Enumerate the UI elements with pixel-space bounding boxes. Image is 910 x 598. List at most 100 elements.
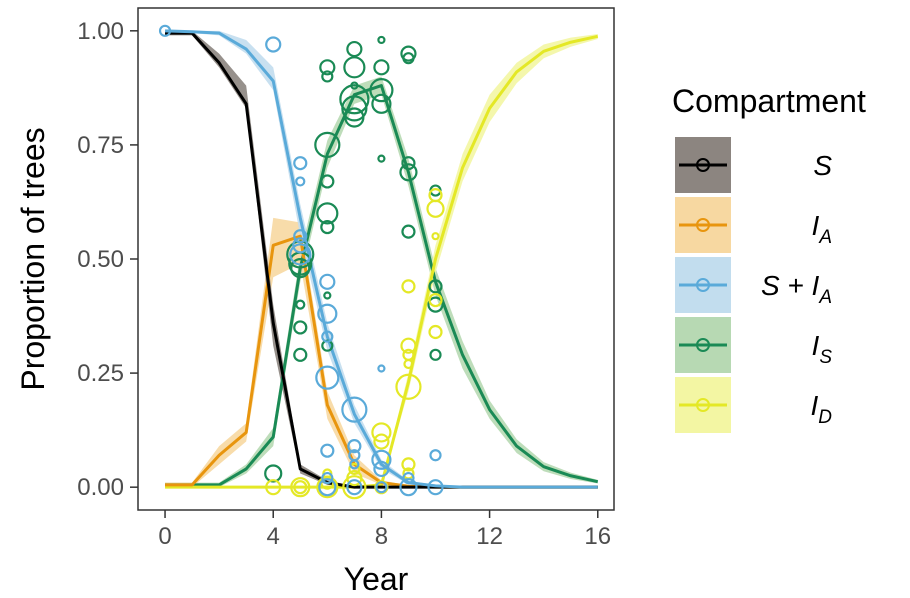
point-ID-14 bbox=[400, 337, 417, 354]
x-tick-label-12: 12 bbox=[476, 523, 503, 550]
point-IS-4 bbox=[295, 299, 306, 310]
point-IS-0 bbox=[264, 464, 283, 483]
point-ID-15 bbox=[402, 348, 415, 361]
point-SIA-24 bbox=[399, 478, 418, 497]
point-IS-29 bbox=[399, 163, 418, 182]
point-IS-23 bbox=[369, 78, 394, 103]
y-axis-title: Proportion of trees bbox=[15, 127, 51, 390]
legend-label-SIA: S + IA bbox=[761, 270, 832, 308]
legend-label-subscript-SIA: A bbox=[818, 287, 832, 308]
point-IS-10 bbox=[320, 174, 335, 189]
point-ID-17 bbox=[401, 457, 416, 472]
point-IS-3 bbox=[290, 258, 311, 279]
ribbon-S bbox=[165, 30, 598, 488]
legend-title: Compartment bbox=[672, 83, 866, 119]
point-ID-8 bbox=[348, 462, 361, 476]
line-IS bbox=[165, 84, 599, 487]
y-tick-label-0.50: 0.50 bbox=[77, 246, 124, 273]
point-IS-34 bbox=[429, 348, 442, 361]
point-IS-24 bbox=[371, 93, 392, 114]
y-tick-label-1.00: 1.00 bbox=[77, 18, 124, 45]
point-IS-6 bbox=[293, 347, 308, 362]
point-SIA-4 bbox=[293, 229, 308, 244]
point-IS-25 bbox=[377, 154, 386, 163]
point-SIA-8 bbox=[317, 303, 338, 324]
x-tick-label-16: 16 bbox=[584, 523, 611, 550]
point-SIA-3 bbox=[295, 176, 306, 187]
line-layer bbox=[164, 29, 599, 489]
x-tick-label-8: 8 bbox=[375, 523, 388, 550]
point-SIA-19 bbox=[377, 364, 386, 373]
legend-label-subscript-IS: S bbox=[819, 347, 832, 368]
point-SIA-7 bbox=[319, 273, 336, 290]
point-IS-5 bbox=[293, 320, 308, 335]
point-ID-13 bbox=[401, 279, 416, 294]
point-SIA-10 bbox=[315, 365, 340, 390]
y-tick-label-0.25: 0.25 bbox=[77, 360, 124, 387]
legend-key-point-IA bbox=[696, 218, 710, 232]
ribbon-layer bbox=[165, 30, 598, 488]
point-SIA-12 bbox=[321, 471, 334, 485]
point-IS-20 bbox=[350, 81, 359, 90]
point-IS-27 bbox=[402, 52, 415, 65]
point-ID-7 bbox=[346, 469, 363, 487]
legend-key-point-S bbox=[696, 158, 710, 172]
point-SIA-13 bbox=[318, 478, 337, 497]
line-ID bbox=[165, 34, 599, 489]
point-SIA-2 bbox=[293, 156, 308, 171]
point-SIA-17 bbox=[349, 459, 360, 470]
point-IS-16 bbox=[343, 56, 366, 79]
point-IS-9 bbox=[314, 131, 341, 159]
x-axis: 0 4 8 12 16 bbox=[158, 510, 611, 550]
legend-key-point-SIA bbox=[696, 278, 710, 292]
legend-key-point-ID bbox=[696, 398, 710, 412]
point-SIA-1 bbox=[265, 36, 282, 53]
point-ID-1 bbox=[290, 477, 311, 498]
legend-label-IS: IS bbox=[812, 330, 833, 368]
legend-key-point-IS bbox=[696, 338, 710, 352]
point-ID-12 bbox=[395, 373, 422, 400]
point-ID-0 bbox=[265, 479, 282, 496]
point-SIA-0 bbox=[158, 24, 172, 37]
y-tick-label-0.75: 0.75 bbox=[77, 132, 124, 159]
point-IS-18 bbox=[341, 95, 368, 122]
point-ID-2 bbox=[293, 480, 308, 495]
point-IS-32 bbox=[428, 279, 443, 294]
point-ID-23 bbox=[428, 324, 443, 340]
point-IS-21 bbox=[377, 35, 386, 45]
point-IS-13 bbox=[323, 291, 332, 300]
point-ID-16 bbox=[403, 358, 414, 370]
legend-label-S: S bbox=[813, 150, 832, 181]
point-SIA-14 bbox=[341, 396, 368, 423]
ribbon-IS bbox=[165, 76, 598, 488]
point-SIA-18 bbox=[346, 479, 363, 496]
legend-label-subscript-ID: D bbox=[818, 407, 832, 428]
point-SIA-6 bbox=[289, 243, 312, 266]
legend-label-IA: IA bbox=[812, 210, 832, 248]
point-IS-8 bbox=[321, 70, 334, 83]
point-SIA-25 bbox=[429, 449, 442, 462]
ribbon-SIA bbox=[165, 30, 598, 488]
x-tick-label-0: 0 bbox=[158, 523, 171, 550]
point-ID-21 bbox=[431, 232, 440, 241]
point-ID-10 bbox=[373, 433, 390, 450]
point-IS-12 bbox=[320, 219, 335, 235]
point-SIA-26 bbox=[427, 479, 444, 496]
point-IS-33 bbox=[427, 296, 444, 313]
point-ID-20 bbox=[426, 199, 445, 218]
point-SIA-5 bbox=[292, 237, 309, 254]
point-IS-26 bbox=[400, 45, 417, 62]
point-SIA-22 bbox=[375, 481, 388, 494]
point-IS-11 bbox=[316, 202, 339, 225]
point-IS-15 bbox=[346, 40, 363, 58]
line-SIA bbox=[164, 29, 598, 489]
point-SIA-15 bbox=[347, 439, 362, 454]
point-IS-17 bbox=[339, 84, 370, 115]
point-IS-22 bbox=[373, 59, 390, 76]
x-tick-label-4: 4 bbox=[267, 523, 280, 550]
point-IS-7 bbox=[319, 59, 336, 76]
point-layer bbox=[158, 24, 445, 500]
point-ID-6 bbox=[342, 475, 367, 500]
point-IS-19 bbox=[344, 107, 365, 128]
